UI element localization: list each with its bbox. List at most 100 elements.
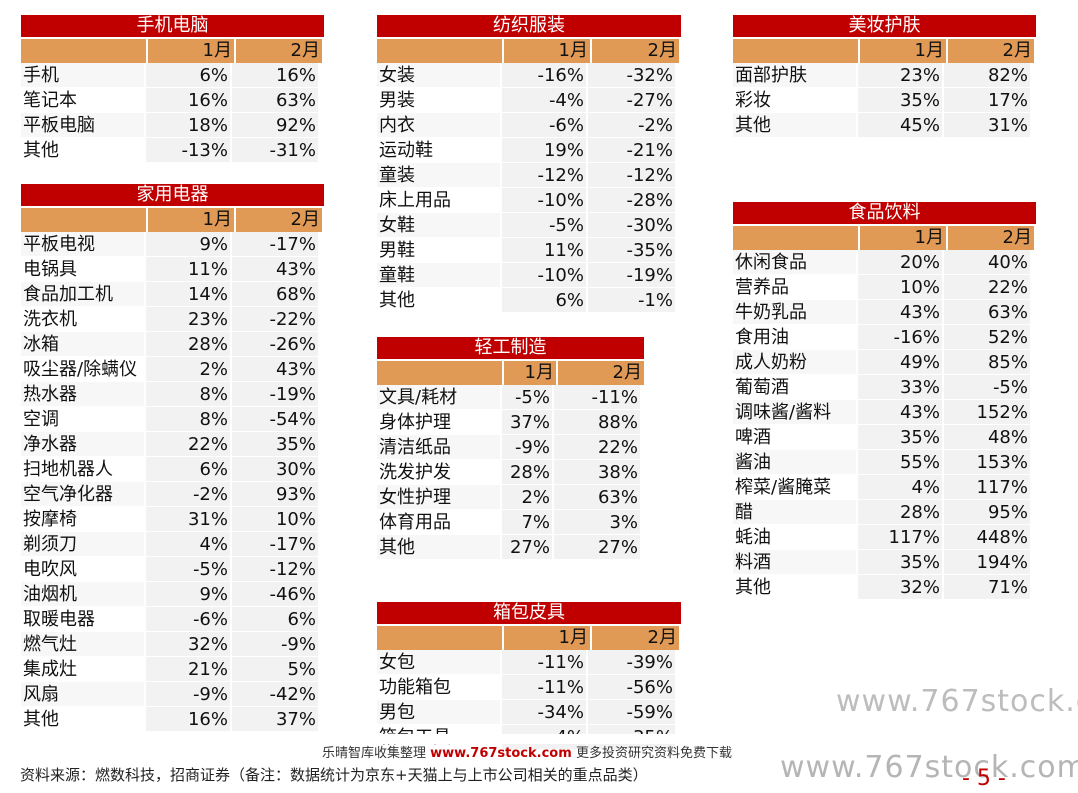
month1-value-cell: 20% bbox=[858, 250, 944, 275]
category-cell: 其他 bbox=[377, 288, 502, 313]
watermark-site-link[interactable]: www.767stock.com bbox=[430, 746, 572, 761]
category-cell: 男鞋 bbox=[377, 238, 502, 263]
table-row: 清洁纸品 -9% 22% bbox=[377, 435, 644, 460]
category-cell: 童鞋 bbox=[377, 263, 502, 288]
table-food: 食品饮料 1月 2月 休闲食品 20% 40% 营养品 10% 22% 牛奶乳品 43% 63% 食用油… bbox=[733, 202, 1036, 600]
table-phone-pc: 手机电脑 1月 2月 手机 6% 16% 笔记本 16% 63% 平板电脑 18% 92% 其他 -13%… bbox=[21, 15, 324, 163]
table-row: 扫地机器人 6% 30% bbox=[21, 457, 324, 482]
month1-value-cell: -11% bbox=[502, 675, 588, 700]
month1-value-cell: -11% bbox=[502, 650, 588, 675]
month1-value-cell: 4% bbox=[858, 475, 944, 500]
table-title: 家用电器 bbox=[21, 184, 324, 206]
category-cell: 油烟机 bbox=[21, 582, 146, 607]
header-month2: 2月 bbox=[948, 226, 1034, 250]
month1-value-cell: -10% bbox=[502, 263, 588, 288]
month2-value-cell: -27% bbox=[588, 88, 675, 113]
category-cell: 休闲食品 bbox=[733, 250, 858, 275]
category-cell: 其他 bbox=[733, 575, 858, 600]
category-cell: 男装 bbox=[377, 88, 502, 113]
table-body: 手机 6% 16% 笔记本 16% 63% 平板电脑 18% 92% 其他 -13% -31% bbox=[21, 63, 324, 163]
table-row: 平板电脑 18% 92% bbox=[21, 113, 324, 138]
category-cell: 空调 bbox=[21, 407, 146, 432]
month2-value-cell: -17% bbox=[232, 532, 318, 557]
table-title: 食品饮料 bbox=[733, 202, 1036, 224]
month2-value-cell: -19% bbox=[588, 263, 675, 288]
category-cell: 女装 bbox=[377, 63, 502, 88]
month1-value-cell: 49% bbox=[858, 350, 944, 375]
category-cell: 床上用品 bbox=[377, 188, 502, 213]
watermark-suffix: 更多投资研究资料免费下载 bbox=[575, 746, 732, 761]
month1-value-cell: -16% bbox=[502, 63, 588, 88]
table-row: 文具/耗材 -5% -11% bbox=[377, 385, 644, 410]
category-cell: 风扇 bbox=[21, 682, 146, 707]
table-row: 女鞋 -5% -30% bbox=[377, 213, 681, 238]
month2-value-cell: -12% bbox=[232, 557, 318, 582]
month1-value-cell: 55% bbox=[858, 450, 944, 475]
category-cell: 调味酱/酱料 bbox=[733, 400, 858, 425]
month2-value-cell: 63% bbox=[944, 300, 1030, 325]
category-cell: 女性护理 bbox=[377, 485, 502, 510]
month1-value-cell: 19% bbox=[502, 138, 588, 163]
category-cell: 洗发护发 bbox=[377, 460, 502, 485]
month1-value-cell: -5% bbox=[502, 213, 588, 238]
month1-value-cell: -9% bbox=[502, 435, 554, 460]
table-row: 男装 -4% -27% bbox=[377, 88, 681, 113]
table-row: 葡萄酒 33% -5% bbox=[733, 375, 1036, 400]
month1-value-cell: 14% bbox=[146, 282, 232, 307]
month2-value-cell: 71% bbox=[944, 575, 1030, 600]
table-title: 手机电脑 bbox=[21, 15, 324, 37]
table-row: 空调 8% -54% bbox=[21, 407, 324, 432]
month1-value-cell: 9% bbox=[146, 582, 232, 607]
table-row: 集成灶 21% 5% bbox=[21, 657, 324, 682]
table-row: 面部护肤 23% 82% bbox=[733, 63, 1036, 88]
month1-value-cell: -5% bbox=[146, 557, 232, 582]
month2-value-cell: -21% bbox=[588, 138, 675, 163]
table-row: 休闲食品 20% 40% bbox=[733, 250, 1036, 275]
month2-value-cell: 52% bbox=[944, 325, 1030, 350]
month2-value-cell: 43% bbox=[232, 357, 318, 382]
month1-value-cell: 6% bbox=[502, 288, 588, 313]
category-cell: 平板电脑 bbox=[21, 113, 146, 138]
source-note: 资料来源：燃数科技，招商证券（备注：数据统计为京东+天猫上与上市公司相关的重点品… bbox=[20, 766, 648, 784]
table-row: 榨菜/酱腌菜 4% 117% bbox=[733, 475, 1036, 500]
table-appliances: 家用电器 1月 2月 平板电视 9% -17% 电锅具 11% 43% 食品加工机 14% 68% 洗衣… bbox=[21, 184, 324, 732]
table-row: 热水器 8% -19% bbox=[21, 382, 324, 407]
month1-value-cell: 2% bbox=[502, 485, 554, 510]
table-row: 女装 -16% -32% bbox=[377, 63, 681, 88]
month1-value-cell: -6% bbox=[146, 607, 232, 632]
table-header-row: 1月 2月 bbox=[377, 39, 681, 63]
category-cell: 燃气灶 bbox=[21, 632, 146, 657]
month2-value-cell: 48% bbox=[944, 425, 1030, 450]
month1-value-cell: 22% bbox=[146, 432, 232, 457]
month1-value-cell: -13% bbox=[146, 138, 232, 163]
table-bags: 箱包皮具 1月 2月 女包 -11% -39% 功能箱包 -11% -56% 男包 -34% -59%… bbox=[377, 602, 681, 750]
table-body: 平板电视 9% -17% 电锅具 11% 43% 食品加工机 14% 68% 洗衣机 23% -22%… bbox=[21, 232, 324, 732]
category-cell: 内衣 bbox=[377, 113, 502, 138]
table-body: 女装 -16% -32% 男装 -4% -27% 内衣 -6% -2% 运动鞋 19% -21% 童装 -… bbox=[377, 63, 681, 313]
category-cell: 食品加工机 bbox=[21, 282, 146, 307]
category-cell: 女鞋 bbox=[377, 213, 502, 238]
category-cell: 空气净化器 bbox=[21, 482, 146, 507]
header-blank-cell bbox=[377, 626, 502, 650]
table-row: 剃须刀 4% -17% bbox=[21, 532, 324, 557]
month2-value-cell: 117% bbox=[944, 475, 1030, 500]
category-cell: 吸尘器/除螨仪 bbox=[21, 357, 146, 382]
category-cell: 牛奶乳品 bbox=[733, 300, 858, 325]
month2-value-cell: 43% bbox=[232, 257, 318, 282]
category-cell: 按摩椅 bbox=[21, 507, 146, 532]
month2-value-cell: 31% bbox=[944, 113, 1030, 138]
month1-value-cell: 4% bbox=[146, 532, 232, 557]
page-number: - 5 - bbox=[962, 766, 1006, 791]
month2-value-cell: 6% bbox=[232, 607, 318, 632]
table-row: 调味酱/酱料 43% 152% bbox=[733, 400, 1036, 425]
table-row: 运动鞋 19% -21% bbox=[377, 138, 681, 163]
month1-value-cell: 23% bbox=[146, 307, 232, 332]
month1-value-cell: 9% bbox=[146, 232, 232, 257]
table-row: 功能箱包 -11% -56% bbox=[377, 675, 681, 700]
category-cell: 热水器 bbox=[21, 382, 146, 407]
table-row: 醋 28% 95% bbox=[733, 500, 1036, 525]
month1-value-cell: 32% bbox=[146, 632, 232, 657]
table-header-row: 1月 2月 bbox=[733, 39, 1036, 63]
category-cell: 女包 bbox=[377, 650, 502, 675]
month2-value-cell: 95% bbox=[944, 500, 1030, 525]
